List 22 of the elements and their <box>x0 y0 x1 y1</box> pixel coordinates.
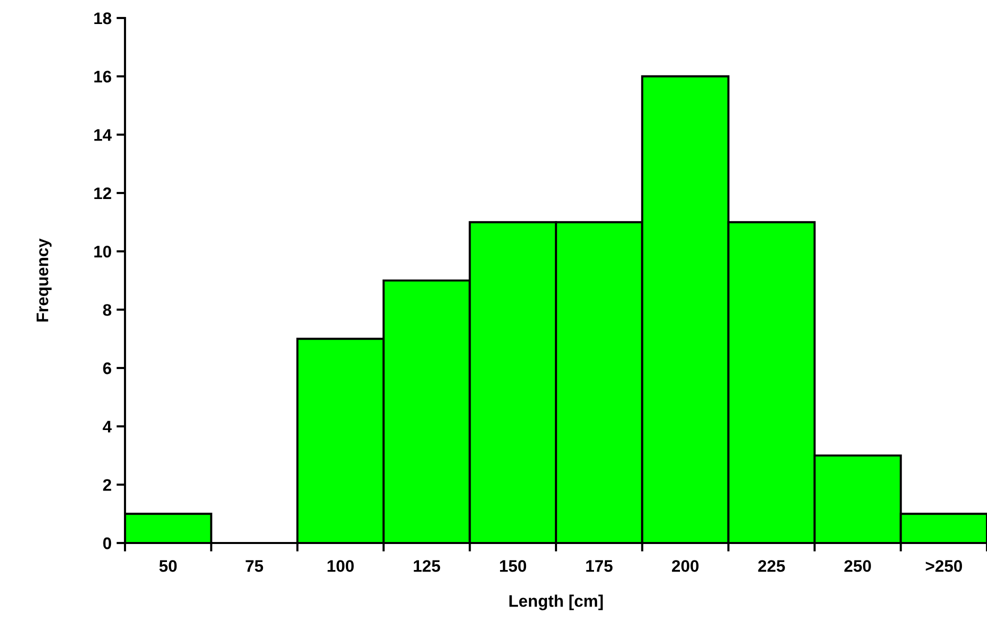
x-tick-label: 50 <box>159 560 177 572</box>
y-tick-label: 10 <box>94 246 112 258</box>
y-tick-label: 14 <box>94 129 112 141</box>
x-tick-label: 150 <box>500 560 526 572</box>
y-tick-label: 0 <box>103 537 112 550</box>
y-tick-label: 2 <box>103 479 112 491</box>
y-axis-title: Frequency <box>36 238 52 322</box>
x-tick-label: 100 <box>328 560 354 572</box>
y-tick-label: 4 <box>102 420 112 432</box>
x-tick-label: 225 <box>758 560 785 572</box>
x-axis-title: Length [cm] <box>509 594 603 610</box>
x-tick-label: 125 <box>414 560 440 572</box>
x-tick-label: 250 <box>844 560 871 572</box>
y-tick-label: 16 <box>94 70 112 83</box>
y-tick-label: 6 <box>103 362 112 374</box>
y-tick-label: 18 <box>94 12 112 24</box>
y-tick-label: 8 <box>103 304 112 316</box>
x-tick-label: 200 <box>672 560 699 572</box>
x-tick-label: >250 <box>926 560 962 572</box>
x-tick-label: 175 <box>586 560 613 572</box>
y-tick-label: 12 <box>94 187 112 200</box>
x-tick-label: 75 <box>246 560 264 572</box>
